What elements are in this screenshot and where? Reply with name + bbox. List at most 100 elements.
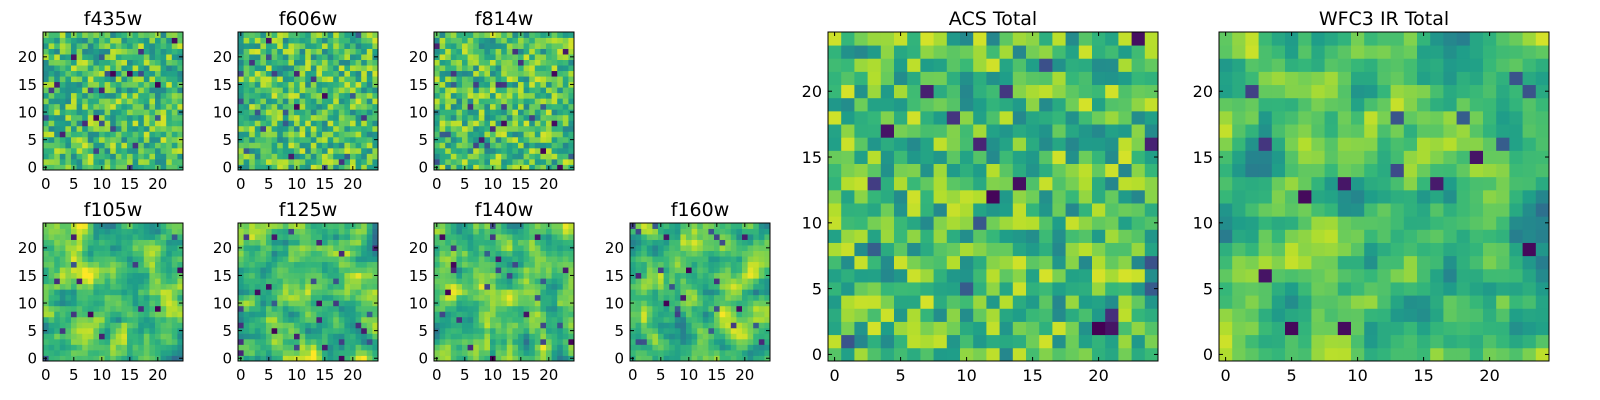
heatmap-cell: [534, 272, 541, 279]
heatmap-cell: [512, 261, 519, 268]
heatmap-cell: [155, 54, 161, 60]
heatmap-cell: [546, 103, 552, 110]
heatmap-cell: [747, 349, 754, 356]
heatmap-cell: [478, 120, 485, 127]
heatmap-cell: [132, 316, 139, 323]
heatmap-cell: [99, 131, 105, 138]
heatmap-cell: [1026, 321, 1040, 336]
heatmap-cell: [736, 256, 743, 263]
heatmap-cell: [344, 228, 351, 235]
heatmap-cell: [669, 267, 676, 274]
heatmap-cell: [48, 261, 55, 268]
heatmap-cell: [99, 98, 105, 105]
heatmap-cell: [456, 278, 463, 285]
heatmap-cell: [557, 267, 564, 274]
heatmap-cell: [758, 349, 765, 356]
heatmap-cell: [551, 65, 558, 72]
heatmap-cell: [249, 289, 256, 296]
heatmap-cell: [115, 278, 122, 285]
heatmap-cell: [350, 300, 356, 307]
heatmap-cell: [702, 311, 709, 318]
heatmap-cell: [540, 327, 547, 334]
heatmap-cell: [87, 125, 94, 132]
heatmap-cell: [708, 278, 715, 285]
heatmap-cell: [439, 250, 446, 257]
heatmap-cell: [277, 158, 284, 165]
heatmap-cell: [546, 87, 552, 94]
heatmap-cell: [166, 294, 173, 301]
heatmap-cell: [691, 355, 698, 362]
heatmap-cell: [702, 289, 709, 296]
heatmap-cell: [867, 176, 882, 191]
heatmap-cell: [534, 37, 541, 44]
heatmap-cell: [562, 43, 569, 49]
heatmap-cell: [76, 131, 83, 138]
heatmap-cell: [366, 87, 373, 94]
heatmap-cell: [361, 327, 368, 334]
heatmap-cell: [59, 316, 66, 323]
heatmap-cell: [104, 125, 111, 132]
heatmap-cell: [557, 250, 564, 257]
heatmap-cell: [557, 228, 564, 235]
heatmap-cell: [1078, 216, 1093, 230]
heatmap-cell: [697, 223, 704, 229]
heatmap-cell: [1026, 176, 1040, 191]
heatmap-cell: [254, 327, 261, 334]
heatmap-cell: [495, 327, 502, 334]
heatmap-cell: [160, 125, 167, 132]
heatmap-cell: [686, 316, 692, 323]
heatmap-cell: [366, 228, 373, 235]
heatmap-cell: [59, 283, 66, 290]
heatmap-cell: [467, 158, 474, 165]
heatmap-cell: [714, 344, 720, 351]
heatmap-cell: [166, 125, 173, 132]
heatmap-cell: [59, 250, 66, 257]
heatmap-cell: [249, 147, 256, 154]
heatmap-cell: [1092, 216, 1106, 230]
heatmap-cell: [132, 338, 139, 345]
heatmap-cell: [473, 250, 480, 257]
heatmap-cell: [93, 109, 100, 116]
heatmap-cell: [1144, 268, 1159, 283]
heatmap-cell: [568, 294, 575, 301]
heatmap-cell: [355, 76, 362, 83]
heatmap-cell: [99, 245, 105, 251]
heatmap-cell: [76, 48, 83, 55]
heatmap-cell: [355, 87, 362, 94]
heatmap-cell: [674, 278, 681, 285]
heatmap-cell: [450, 305, 457, 312]
heatmap-cell: [76, 81, 83, 88]
heatmap-cell: [372, 228, 379, 235]
heatmap-cell: [177, 278, 184, 285]
heatmap-cell: [171, 48, 178, 55]
heatmap-cell: [110, 109, 117, 116]
heatmap-cell: [518, 322, 524, 329]
heatmap-cell: [828, 242, 842, 257]
heatmap-cell: [76, 311, 83, 318]
heatmap-cell: [366, 311, 373, 318]
heatmap-cell: [316, 261, 323, 268]
heatmap-cell: [160, 349, 167, 356]
heatmap-cell: [702, 333, 709, 340]
heatmap-cell: [361, 153, 368, 160]
heatmap-cell: [450, 48, 457, 55]
heatmap-cell: [484, 289, 491, 296]
heatmap-cell: [43, 256, 49, 263]
heatmap-cell: [708, 355, 715, 362]
heatmap-cell: [254, 65, 261, 72]
heatmap-cell: [76, 98, 83, 105]
heatmap-cell: [48, 147, 55, 154]
heatmap-cell: [933, 334, 948, 349]
heatmap-cell: [266, 81, 272, 88]
heatmap-cell: [546, 158, 552, 165]
y-tick-label: 20: [213, 239, 232, 257]
heatmap-cell: [327, 355, 334, 362]
heatmap-cell: [333, 76, 340, 83]
heatmap-cell: [121, 114, 128, 121]
heatmap-cell: [149, 234, 156, 240]
heatmap-cell: [568, 120, 575, 127]
heatmap-cell: [87, 114, 94, 121]
heatmap-cell: [93, 153, 100, 160]
heatmap-cell: [249, 333, 256, 340]
heatmap-cell: [294, 43, 300, 49]
